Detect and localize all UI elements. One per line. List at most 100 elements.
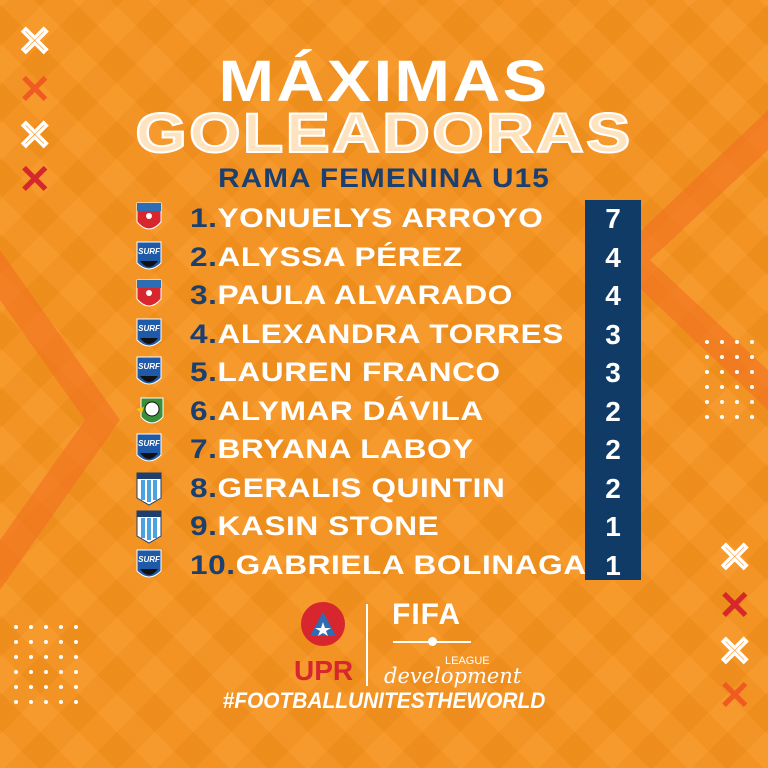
player-name: 5.LAUREN FRANCO <box>190 357 501 388</box>
goals: 7 <box>605 203 621 234</box>
goals: 2 <box>605 434 621 465</box>
player-name-text: KASIN STONE <box>217 511 440 541</box>
rank: 6. <box>190 395 218 426</box>
scorer-row: 1.YONUELYS ARROYO 7 <box>136 200 646 238</box>
rank: 4. <box>190 318 218 349</box>
svg-text:UPR: UPR <box>294 655 353 686</box>
rank: 10. <box>190 549 236 580</box>
team-badge-icon <box>136 202 162 236</box>
dot <box>735 400 739 404</box>
rank: 8. <box>190 472 218 503</box>
hashtag: #FOOTBALLUNITESTHEWORLD <box>222 688 546 713</box>
dot <box>74 700 78 704</box>
dot <box>705 415 709 419</box>
dot <box>29 685 33 689</box>
goals: 2 <box>605 395 621 427</box>
dot <box>44 625 48 629</box>
player-name: 9.KASIN STONE <box>190 511 439 542</box>
player-name-text: ALEXANDRA TORRES <box>217 318 564 349</box>
dot <box>705 385 709 389</box>
dot <box>705 370 709 374</box>
dot <box>720 400 724 404</box>
dot <box>44 670 48 674</box>
scorer-row: 6.ALYMAR DÁVILA 2 <box>136 393 646 431</box>
dot <box>735 370 739 374</box>
goals: 2 <box>605 472 621 504</box>
dot <box>705 355 709 359</box>
scorer-row: 8.GERALIS QUINTIN 2 <box>136 470 646 508</box>
rank: 7. <box>190 434 218 464</box>
x-mark-icon: ✕ <box>17 114 52 158</box>
dot <box>14 655 18 659</box>
scorer-row: SURF 5.LAUREN FRANCO 3 <box>136 354 646 392</box>
player-name: 4.ALEXANDRA TORRES <box>190 319 564 350</box>
team-badge-icon: SURF <box>136 433 162 467</box>
rank: 5. <box>190 357 218 387</box>
dot <box>750 340 754 344</box>
dot <box>59 700 63 704</box>
team-badge-icon: SURF <box>136 241 162 275</box>
x-mark-icon: ✕ <box>18 158 52 202</box>
goals: 3 <box>605 357 621 388</box>
dot <box>750 385 754 389</box>
dot <box>14 685 18 689</box>
x-mark-icon: ✕ <box>17 20 52 64</box>
dot <box>59 670 63 674</box>
goals: 1 <box>605 511 621 542</box>
x-mark-icon: ✕ <box>717 536 752 580</box>
dot <box>29 655 33 659</box>
dot <box>720 340 724 344</box>
goals: 4 <box>605 241 621 273</box>
dot <box>29 625 33 629</box>
fifa-logo-dot <box>428 637 437 646</box>
player-name-text: LAUREN FRANCO <box>217 357 501 387</box>
dot <box>59 625 63 629</box>
scorer-row: SURF 4.ALEXANDRA TORRES 3 <box>136 316 646 354</box>
subtitle: RAMA FEMENINA U15 <box>218 163 550 193</box>
dot <box>735 415 739 419</box>
dot <box>74 625 78 629</box>
fifa-logo-text: FIFA <box>392 598 461 631</box>
player-name-text: BRYANA LABOY <box>217 434 474 464</box>
dot <box>735 385 739 389</box>
dot <box>74 670 78 674</box>
player-name: 3.PAULA ALVARADO <box>190 280 513 311</box>
dot <box>74 685 78 689</box>
x-mark-icon: ✕ <box>717 630 752 674</box>
decorative-dots <box>14 625 78 704</box>
title-line-1: MÁXIMAS <box>218 49 550 114</box>
dot <box>59 640 63 644</box>
player-name: 2.ALYSSA PÉREZ <box>190 242 463 273</box>
player-name: 6.ALYMAR DÁVILA <box>190 396 484 427</box>
player-name: 7.BRYANA LABOY <box>190 434 474 465</box>
dot <box>750 415 754 419</box>
team-badge-icon: SURF <box>136 318 162 352</box>
dot <box>750 400 754 404</box>
dot <box>735 355 739 359</box>
team-badge-icon: SURF <box>136 549 162 583</box>
dot <box>14 670 18 674</box>
goals: 4 <box>605 280 621 311</box>
scorer-row: SURF 2.ALYSSA PÉREZ 4 <box>136 239 646 277</box>
svg-text:SURF: SURF <box>138 324 161 333</box>
dot <box>750 355 754 359</box>
dot <box>59 655 63 659</box>
scorer-row: SURF 10.GABRIELA BOLINAGA 1 <box>136 547 646 585</box>
league-text: LEAGUE <box>445 655 490 667</box>
svg-text:SURF: SURF <box>138 555 161 564</box>
rank: 3. <box>190 280 218 310</box>
dot <box>720 415 724 419</box>
title-line-2: GOLEADORAS <box>134 100 633 165</box>
player-name-text: PAULA ALVARADO <box>217 280 513 310</box>
fpf-logo: UPR <box>294 602 353 686</box>
team-badge-icon <box>136 472 162 506</box>
dot <box>14 700 18 704</box>
player-name-text: ALYSSA PÉREZ <box>217 241 463 272</box>
x-mark-icon: ✕ <box>718 584 752 628</box>
dot <box>29 700 33 704</box>
team-badge-icon <box>136 279 162 313</box>
x-mark-icon: ✕ <box>18 68 52 112</box>
dot <box>29 670 33 674</box>
x-mark-icon: ✕ <box>718 674 752 718</box>
